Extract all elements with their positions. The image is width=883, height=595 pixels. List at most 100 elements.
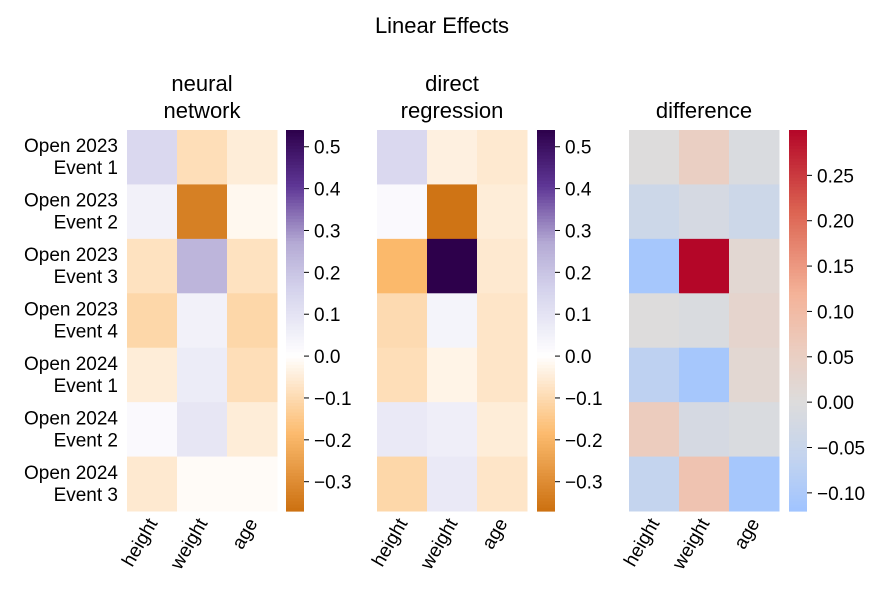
colorbar-segment <box>286 412 304 417</box>
colorbar-segment <box>286 441 304 445</box>
colorbar-segment <box>789 418 807 423</box>
colorbar-segment <box>286 272 304 277</box>
colorbar-segment <box>537 282 555 287</box>
colorbar-segment <box>537 301 555 306</box>
colorbar-segment <box>789 193 807 198</box>
colorbar-segment <box>789 403 807 407</box>
colorbar-tick-label: 0.3 <box>565 221 591 242</box>
colorbar-segment <box>286 463 304 468</box>
heatmap-cell <box>177 347 228 403</box>
colorbar-segment <box>537 225 555 230</box>
heatmap-cell <box>227 293 278 349</box>
colorbar-segment <box>789 190 807 195</box>
colorbar-segment <box>789 415 807 420</box>
colorbar-segment <box>537 349 555 353</box>
colorbar-segment <box>537 476 555 480</box>
colorbar-segment <box>789 434 807 439</box>
colorbar-segment <box>286 485 304 490</box>
colorbar-tick-label: −0.1 <box>314 389 352 410</box>
colorbar-segment <box>789 291 807 296</box>
colorbar-tick-label: 0.15 <box>817 257 854 278</box>
colorbar-tick-label: 0.05 <box>817 348 854 369</box>
colorbar-segment <box>537 237 555 242</box>
colorbar-segment <box>286 193 304 198</box>
colorbar-segment <box>537 155 555 160</box>
colorbar-segment <box>286 425 304 430</box>
colorbar-segment <box>286 139 304 144</box>
colorbar-segment <box>537 345 555 350</box>
colorbar-segment <box>286 444 304 449</box>
colorbar-segment <box>537 183 555 188</box>
colorbar-segment <box>789 323 807 328</box>
colorbar-segment <box>789 139 807 144</box>
colorbar-segment <box>789 333 807 337</box>
colorbar-segment <box>537 168 555 172</box>
heatmap-cell <box>477 456 528 512</box>
colorbar-segment <box>537 190 555 195</box>
heatmap-cell <box>127 293 178 349</box>
colorbar-segment <box>789 231 807 236</box>
heatmap-cell <box>377 130 428 185</box>
colorbar-segment <box>537 145 555 150</box>
colorbar-segment <box>789 437 807 442</box>
colorbar-segment <box>286 190 304 195</box>
heatmap-cell <box>729 184 780 240</box>
colorbar-segment <box>286 339 304 344</box>
colorbar-segment <box>537 298 555 303</box>
colorbar-segment <box>286 133 304 137</box>
colorbar-segment <box>537 174 555 179</box>
column-label: age <box>228 515 262 553</box>
column-label: weight <box>416 514 463 574</box>
colorbar-segment <box>789 374 807 379</box>
colorbar-segment <box>537 263 555 268</box>
colorbar-segment <box>286 488 304 493</box>
colorbar-segment <box>789 336 807 341</box>
heatmap-cell <box>679 238 730 294</box>
colorbar-segment <box>286 482 304 487</box>
colorbar-segment <box>537 323 555 328</box>
heatmap-cell <box>679 184 730 240</box>
colorbar-segment <box>537 152 555 156</box>
colorbar-segment <box>286 215 304 220</box>
colorbar-segment <box>537 317 555 322</box>
colorbar-segment <box>789 361 807 366</box>
colorbar-segment <box>286 164 304 169</box>
colorbar-segment <box>537 222 555 226</box>
colorbar-segment <box>789 301 807 306</box>
colorbar-segment <box>537 507 555 512</box>
colorbar-segment <box>537 472 555 477</box>
colorbar-segment <box>789 206 807 210</box>
colorbar-segment <box>789 428 807 433</box>
colorbar-tick-label: 0.1 <box>314 305 340 326</box>
colorbar-segment <box>789 164 807 169</box>
colorbar-segment <box>789 174 807 179</box>
colorbar-segment <box>789 507 807 512</box>
colorbar-segment <box>286 507 304 512</box>
colorbar-segment <box>537 215 555 220</box>
heatmap-cell <box>227 130 278 185</box>
colorbar-segment <box>286 282 304 287</box>
colorbar-segment <box>789 142 807 147</box>
colorbar-segment <box>537 231 555 236</box>
colorbar-segment <box>286 212 304 217</box>
heatmap-cell <box>679 402 730 458</box>
colorbar-segment <box>286 349 304 353</box>
heatmap-cell <box>177 130 228 185</box>
colorbar-segment <box>789 488 807 493</box>
colorbar-segment <box>537 253 555 258</box>
colorbar-segment <box>286 460 304 464</box>
heatmap-cell <box>427 238 478 294</box>
colorbar-segment <box>286 158 304 163</box>
colorbar-tick-label: 0.20 <box>817 212 854 233</box>
colorbar-segment <box>286 206 304 210</box>
colorbar-segment <box>789 355 807 360</box>
colorbar-segment <box>789 491 807 496</box>
colorbar-segment <box>537 203 555 207</box>
colorbar-segment <box>286 409 304 414</box>
colorbar-segment <box>537 380 555 385</box>
colorbar-segment <box>286 396 304 401</box>
colorbar-segment <box>286 142 304 147</box>
colorbar-segment <box>789 199 807 204</box>
colorbar-segment <box>789 472 807 477</box>
